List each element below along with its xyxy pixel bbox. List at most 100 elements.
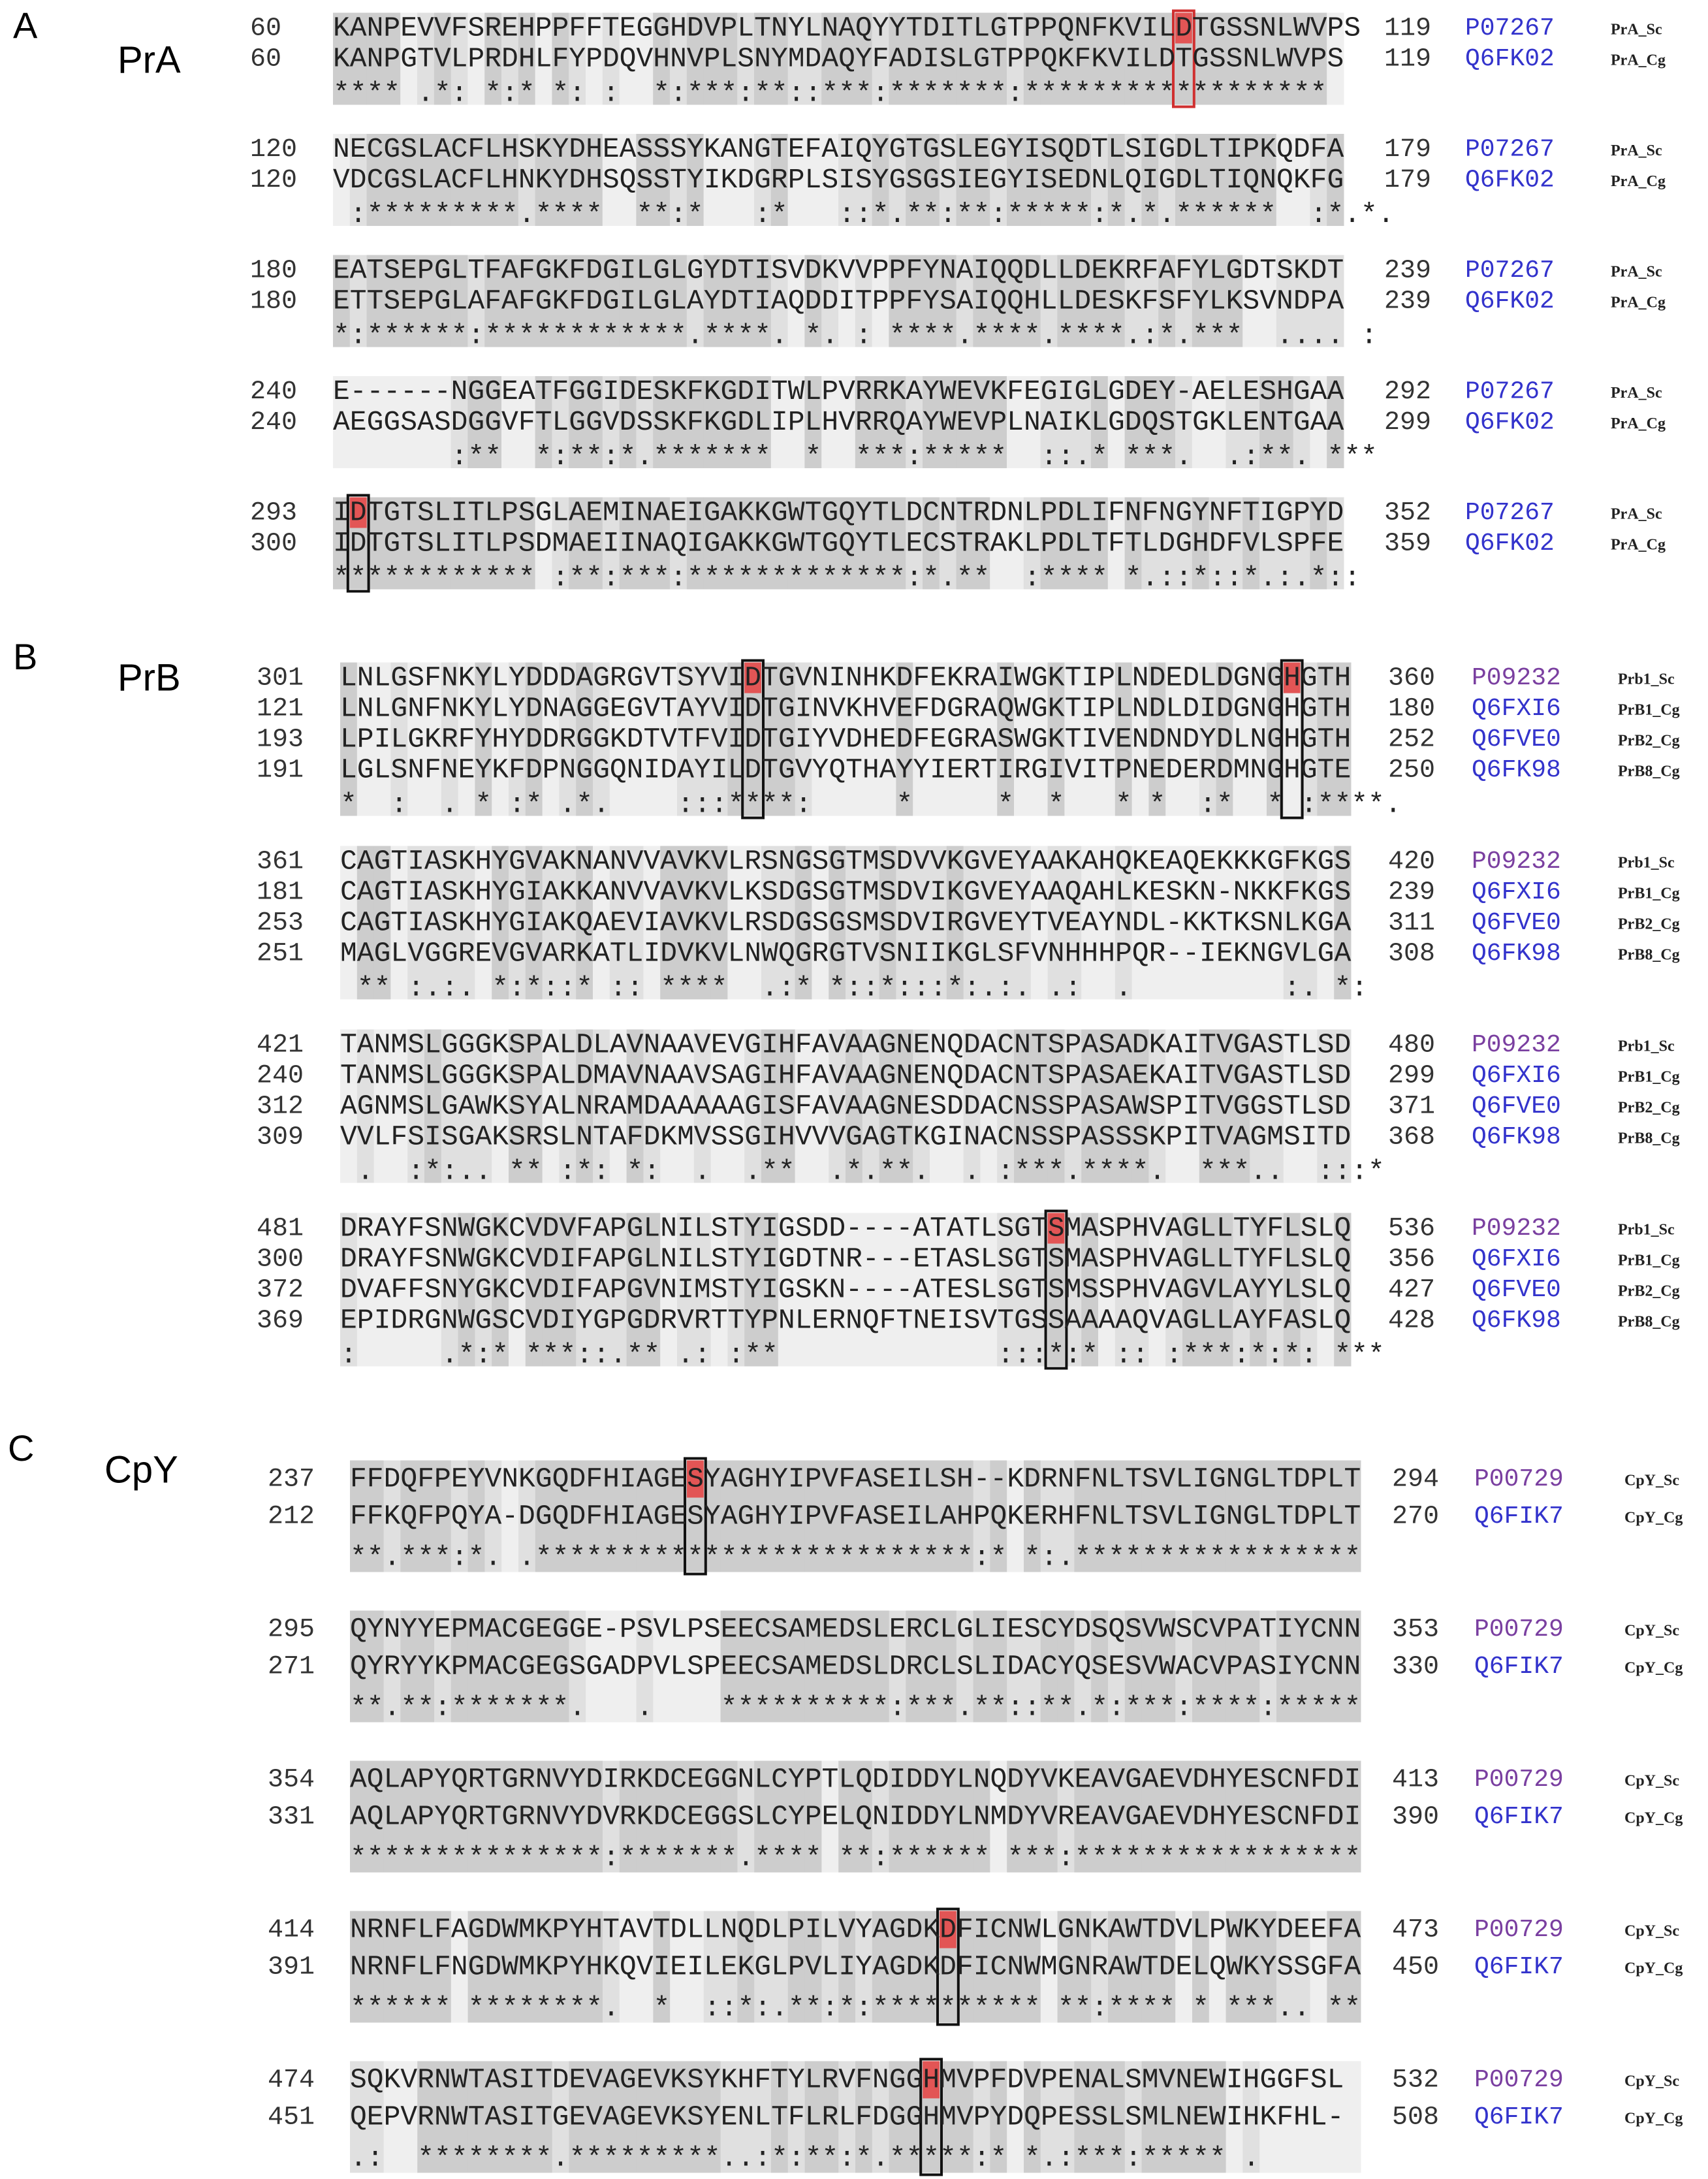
column-shade bbox=[687, 1760, 704, 1873]
column-shade bbox=[720, 2061, 738, 2173]
column-shade bbox=[542, 1213, 560, 1367]
column-shade bbox=[703, 2061, 721, 2173]
column-shade bbox=[737, 1610, 755, 1723]
column-shade bbox=[990, 255, 1007, 347]
column-shade bbox=[1115, 662, 1133, 816]
species-label: PrB2_Cg bbox=[1618, 733, 1680, 750]
column-shade bbox=[492, 846, 509, 1000]
column-shade bbox=[963, 1029, 981, 1183]
column-shade bbox=[417, 497, 435, 590]
column-shade bbox=[804, 2061, 822, 2173]
column-shade bbox=[1209, 255, 1226, 347]
column-shade bbox=[1327, 12, 1344, 105]
column-shade bbox=[990, 134, 1007, 226]
column-shade bbox=[670, 376, 688, 468]
column-shade bbox=[1007, 12, 1024, 105]
column-shade bbox=[1209, 134, 1226, 226]
column-shade bbox=[1107, 497, 1126, 590]
sequence: KANPEVVFSREHPPFFTEGGHDVPLTNYLNAQYYTDITLG… bbox=[333, 12, 1361, 44]
column-shade bbox=[619, 376, 637, 468]
alignment-block: 421 TANMSLGGGKSPALDLAVNAAVEVGIHFAVAAGNENQ… bbox=[257, 1028, 1680, 1187]
column-shade bbox=[946, 1029, 964, 1183]
column-shade bbox=[1030, 1029, 1049, 1183]
column-shade bbox=[804, 1460, 822, 1572]
column-shade bbox=[771, 2061, 789, 2173]
column-shade bbox=[1242, 1911, 1260, 2023]
species-label: PrA_Cg bbox=[1611, 52, 1666, 69]
column-shade bbox=[552, 1760, 569, 1873]
accession: Q6FVE0 bbox=[1472, 1276, 1561, 1304]
end-position: 250 bbox=[1388, 756, 1435, 786]
column-shade bbox=[997, 1213, 1015, 1367]
species-label: PrA_Cg bbox=[1611, 415, 1666, 432]
column-shade bbox=[1158, 1911, 1176, 2023]
column-shade bbox=[906, 1760, 923, 1873]
column-shade bbox=[586, 2061, 603, 2173]
column-shade bbox=[434, 134, 452, 226]
column-shade bbox=[1064, 662, 1082, 816]
column-shade bbox=[1226, 2061, 1243, 2173]
column-shade bbox=[1124, 255, 1142, 347]
consensus: * : . * :* .*. :::****: * * * * * :* * :… bbox=[340, 788, 1402, 820]
column-shade bbox=[434, 2061, 452, 2173]
column-shade bbox=[400, 1610, 418, 1723]
column-shade bbox=[653, 1760, 671, 1873]
column-shade bbox=[1327, 1911, 1344, 2023]
column-shade bbox=[686, 134, 704, 226]
column-shade bbox=[501, 12, 519, 105]
column-shade bbox=[855, 497, 873, 590]
column-shade bbox=[889, 255, 906, 347]
end-position: 536 bbox=[1388, 1215, 1435, 1244]
species-label: PrA_Cg bbox=[1611, 173, 1666, 190]
column-shade bbox=[441, 846, 459, 1000]
column-shade bbox=[1030, 846, 1049, 1000]
column-shade bbox=[913, 662, 930, 816]
column-shade bbox=[390, 846, 408, 1000]
column-shade bbox=[1158, 376, 1176, 468]
column-shade bbox=[424, 1213, 442, 1367]
column-shade bbox=[923, 1460, 940, 1572]
column-shade bbox=[1344, 1610, 1361, 1723]
column-shade bbox=[1057, 497, 1075, 590]
column-shade bbox=[1148, 662, 1166, 816]
column-shade bbox=[383, 1610, 401, 1723]
column-shade bbox=[1108, 1610, 1126, 1723]
panel-letter: B bbox=[13, 636, 37, 677]
column-shade bbox=[1141, 1460, 1159, 1572]
column-shade bbox=[1091, 1760, 1109, 1873]
column-shade bbox=[1226, 12, 1243, 105]
column-shade bbox=[417, 1760, 435, 1873]
column-shade bbox=[643, 662, 661, 816]
column-shade bbox=[778, 1029, 796, 1183]
column-shade bbox=[1074, 134, 1092, 226]
column-shade bbox=[619, 134, 637, 226]
column-shade bbox=[1310, 497, 1327, 590]
column-shade bbox=[889, 1610, 906, 1723]
column-shade bbox=[535, 1760, 553, 1873]
column-shade bbox=[795, 1029, 812, 1183]
column-shade bbox=[1317, 846, 1335, 1000]
column-shade bbox=[417, 1610, 435, 1723]
column-shade bbox=[1344, 1460, 1361, 1572]
column-shade bbox=[366, 376, 384, 468]
consensus: *:******:************.****. *. : ****.**… bbox=[333, 319, 1378, 351]
column-shade bbox=[484, 376, 502, 468]
column-shade bbox=[930, 846, 947, 1000]
column-shade bbox=[552, 376, 569, 468]
column-shade bbox=[670, 1911, 688, 2023]
accession: Q6FIK7 bbox=[1474, 2103, 1564, 2131]
column-shade bbox=[1175, 2061, 1193, 2173]
species-label: CpY_Sc bbox=[1624, 1472, 1679, 1489]
column-shade bbox=[1124, 1610, 1143, 1723]
column-shade bbox=[501, 2061, 519, 2173]
column-shade bbox=[956, 1760, 974, 1873]
column-shade bbox=[1040, 12, 1058, 105]
column-shade bbox=[1175, 1610, 1193, 1723]
column-shade bbox=[913, 1029, 930, 1183]
column-shade bbox=[626, 1213, 644, 1367]
column-shade bbox=[1327, 1760, 1344, 1873]
column-shade bbox=[1040, 255, 1058, 347]
column-shade bbox=[501, 1460, 519, 1572]
start-position: 212 bbox=[268, 1503, 315, 1532]
column-shade bbox=[434, 12, 452, 105]
